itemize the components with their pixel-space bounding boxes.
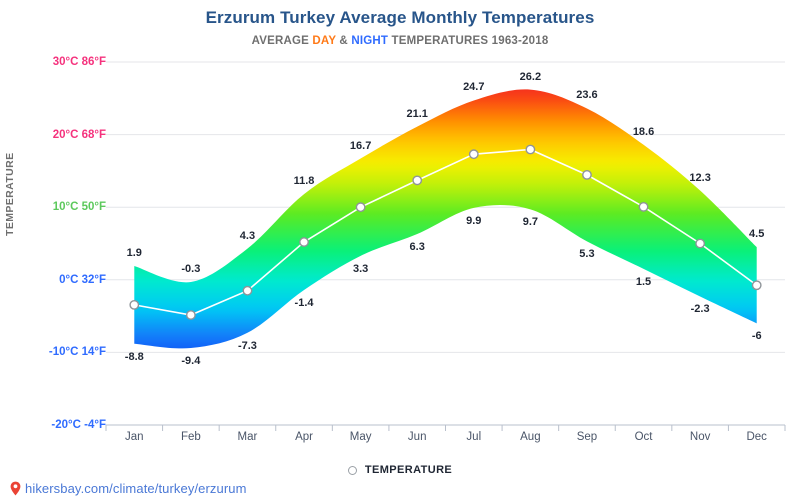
night-temperature-label: -9.4	[181, 355, 201, 368]
legend-marker-icon	[347, 465, 357, 475]
day-temperature-label: 1.9	[126, 247, 142, 259]
day-temperature-label: 4.3	[239, 229, 256, 242]
page-title: Erzurum Turkey Average Monthly Temperatu…	[205, 8, 595, 27]
data-point-marker[interactable]	[695, 238, 706, 249]
y-axis-tick-label: 0°C 32°F	[59, 273, 106, 286]
day-temperature-label: 23.6	[576, 89, 598, 102]
night-temperature-label: 3.3	[352, 262, 369, 275]
day-temperature-label: 11.8	[293, 175, 315, 188]
night-temperature-label: 1.5	[635, 275, 652, 288]
day-temperature-label: 12.3	[689, 171, 711, 184]
source-footer[interactable]: hikersbay.com/climate/turkey/erzurum	[10, 481, 247, 496]
subtitle-night: NIGHT	[351, 35, 389, 47]
night-temperature-label: 9.7	[522, 216, 539, 229]
x-axis-tick-label: Dec	[746, 431, 767, 443]
night-temperature-label: 5.3	[579, 248, 595, 261]
night-temperature-label: -2.3	[690, 303, 710, 316]
data-point-marker[interactable]	[412, 175, 423, 186]
night-temperature-label: -8.8	[124, 350, 144, 363]
day-temperature-label: 18.6	[632, 125, 655, 138]
data-point-marker[interactable]	[751, 280, 762, 291]
night-temperature-label: -7.3	[237, 339, 257, 352]
y-axis-tick-label: 10°C 50°F	[52, 201, 106, 214]
x-axis-tick-label: May	[349, 431, 372, 443]
data-point-marker[interactable]	[582, 169, 592, 180]
night-temperature-label: -1.4	[294, 296, 314, 309]
x-axis-tick-label: Feb	[180, 431, 201, 443]
x-axis-tick-label: Mar	[237, 431, 258, 443]
day-temperature-label: 4.5	[749, 228, 765, 241]
subtitle-suffix: TEMPERATURES 1963-2018	[388, 35, 549, 47]
subtitle-prefix: AVERAGE	[251, 35, 313, 47]
day-temperature-label: 21.1	[406, 107, 428, 120]
data-point-marker[interactable]	[355, 202, 366, 213]
data-point-marker[interactable]	[638, 201, 649, 212]
y-axis-tick-label: 30°C 86°F	[52, 56, 106, 68]
data-point-marker[interactable]	[242, 285, 253, 296]
day-temperature-label: 16.7	[349, 139, 372, 152]
location-pin-icon	[10, 481, 21, 496]
night-temperature-label: 9.9	[466, 214, 482, 227]
mean-temperature-line	[134, 148, 758, 316]
x-axis-tick-label: Jul	[466, 431, 482, 443]
x-axis-tick-label: Jun	[407, 431, 427, 443]
x-axis-tick-label: Aug	[520, 431, 541, 443]
data-point-marker[interactable]	[299, 237, 309, 247]
day-temperature-label: 24.7	[463, 81, 485, 94]
data-point-marker[interactable]	[129, 299, 140, 310]
y-axis-tick-label: -10°C 14°F	[48, 346, 106, 359]
x-axis-tick-label: Apr	[295, 431, 313, 443]
temperature-band	[134, 89, 757, 349]
x-axis-tick-label: Oct	[634, 431, 653, 443]
y-axis-tick-label: -20°C -4°F	[51, 419, 106, 431]
chart-legend: TEMPERATURE	[0, 464, 800, 476]
data-point-marker[interactable]	[468, 149, 479, 160]
night-temperature-label: -6	[751, 330, 762, 343]
data-point-marker[interactable]	[185, 310, 196, 320]
day-temperature-label: 26.2	[519, 70, 542, 83]
y-axis-tick-label: 20°C 68°F	[52, 128, 106, 141]
night-temperature-label: 6.3	[409, 241, 425, 254]
source-url: hikersbay.com/climate/turkey/erzurum	[25, 481, 247, 496]
day-temperature-label: -0.3	[181, 262, 201, 275]
subtitle-amp: &	[336, 35, 352, 47]
x-axis-tick-label: Sep	[576, 431, 598, 443]
data-point-marker[interactable]	[525, 144, 536, 155]
x-axis-tick-label: Jan	[125, 431, 144, 443]
subtitle-day: DAY	[312, 35, 337, 47]
x-axis-tick-label: Nov	[689, 431, 711, 443]
chart-subtitle: AVERAGE DAY & NIGHT TEMPERATURES 1963-20…	[0, 35, 800, 47]
legend-label: TEMPERATURE	[364, 464, 453, 476]
